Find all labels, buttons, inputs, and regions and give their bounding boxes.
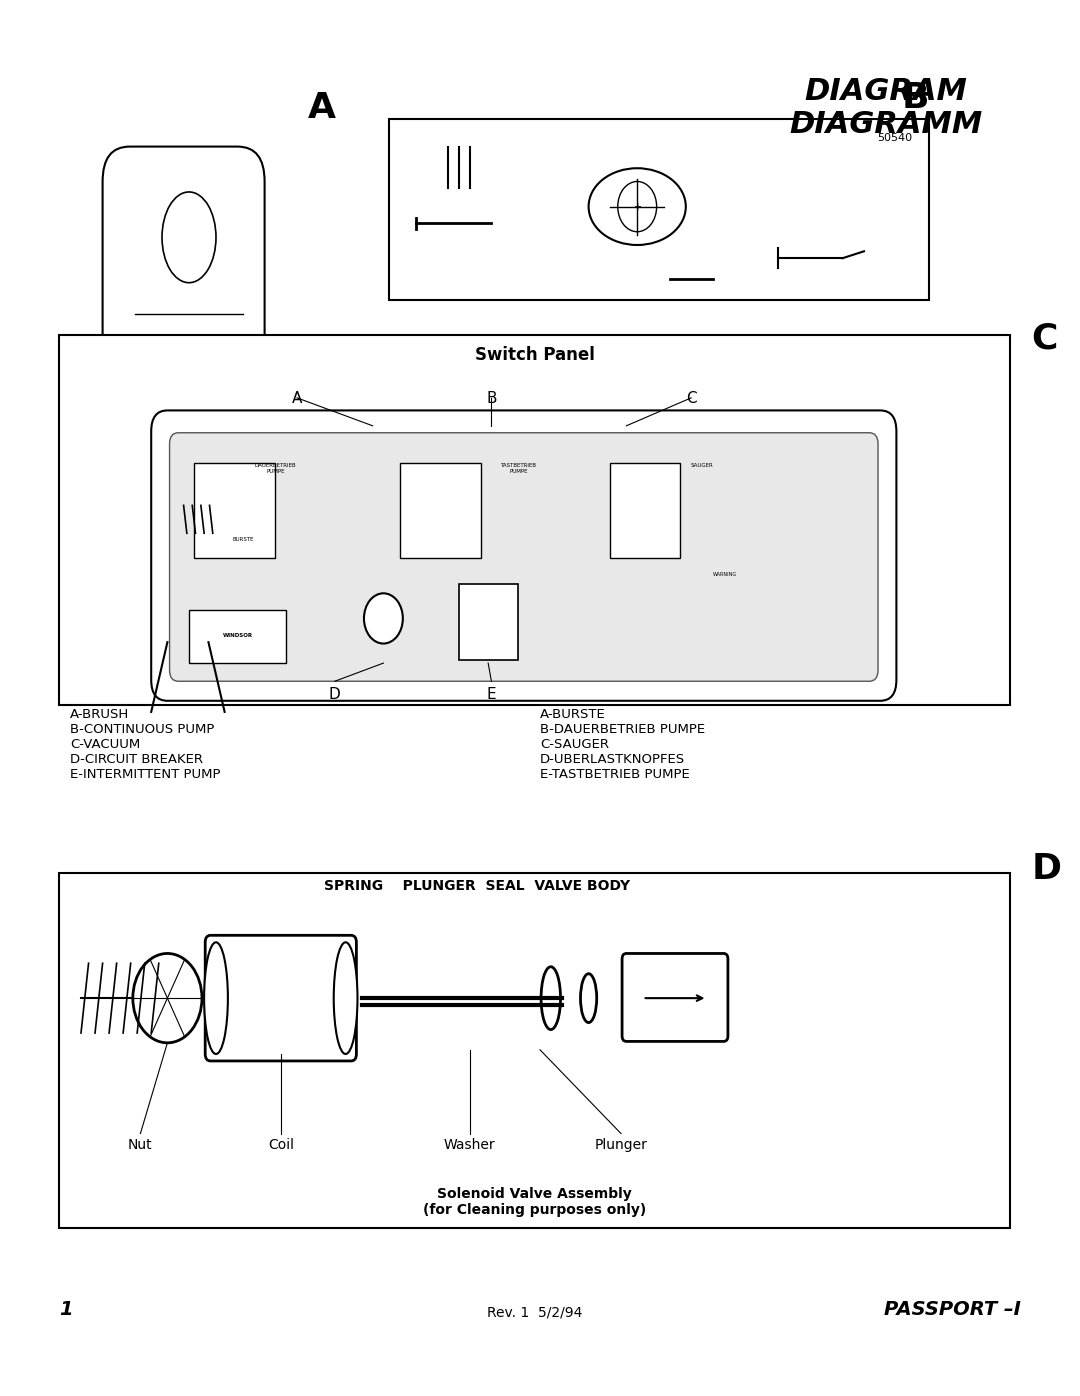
Text: Solenoid Valve Assembly
(for Cleaning purposes only): Solenoid Valve Assembly (for Cleaning pu…: [423, 1187, 646, 1217]
Text: A-BRUSH
B-CONTINUOUS PUMP
C-VACUUM
D-CIRCUIT BREAKER
E-INTERMITTENT PUMP: A-BRUSH B-CONTINUOUS PUMP C-VACUUM D-CIR…: [70, 708, 220, 780]
Text: DAUERBETRIEB
PUMPE: DAUERBETRIEB PUMPE: [255, 463, 296, 475]
Text: C: C: [1031, 321, 1057, 355]
Text: A: A: [292, 391, 302, 406]
FancyBboxPatch shape: [205, 935, 356, 1061]
Text: B: B: [902, 81, 929, 114]
FancyBboxPatch shape: [151, 410, 896, 701]
Ellipse shape: [164, 342, 214, 398]
FancyBboxPatch shape: [170, 433, 878, 681]
Text: SPRING    PLUNGER  SEAL  VALVE BODY: SPRING PLUNGER SEAL VALVE BODY: [324, 879, 630, 893]
Ellipse shape: [334, 942, 357, 1054]
FancyBboxPatch shape: [59, 335, 1010, 705]
Text: WINDSOR: WINDSOR: [222, 632, 253, 638]
Text: PASSPORT –I: PASSPORT –I: [883, 1300, 1021, 1319]
Text: D: D: [329, 687, 340, 702]
Text: BURSTE: BURSTE: [232, 537, 254, 543]
Text: Washer: Washer: [444, 1138, 496, 1152]
Bar: [459, 584, 518, 660]
Text: 1: 1: [59, 1300, 73, 1319]
Text: TASTBETRIEB
PUMPE: TASTBETRIEB PUMPE: [500, 463, 537, 475]
Text: +: +: [633, 201, 642, 212]
Circle shape: [618, 181, 657, 232]
Text: E: E: [487, 687, 496, 702]
Bar: [610, 463, 680, 558]
Circle shape: [133, 953, 202, 1043]
Text: D: D: [1031, 852, 1062, 885]
FancyBboxPatch shape: [59, 872, 1010, 1228]
Text: A: A: [308, 91, 336, 124]
Bar: [400, 463, 481, 558]
Text: DIAGRAM
DIAGRAMM: DIAGRAM DIAGRAMM: [789, 77, 982, 140]
Ellipse shape: [541, 966, 561, 1030]
Text: SAUGER: SAUGER: [690, 463, 714, 469]
Text: C: C: [686, 391, 697, 406]
Text: Switch Panel: Switch Panel: [475, 346, 594, 364]
Text: WARNING: WARNING: [713, 572, 737, 578]
Ellipse shape: [162, 193, 216, 282]
Ellipse shape: [204, 942, 228, 1054]
Bar: [189, 610, 286, 663]
FancyBboxPatch shape: [622, 953, 728, 1041]
FancyBboxPatch shape: [389, 119, 929, 300]
Text: 50540: 50540: [877, 133, 913, 142]
Circle shape: [364, 593, 403, 644]
Text: Coil: Coil: [268, 1138, 294, 1152]
Text: Nut: Nut: [129, 1138, 152, 1152]
FancyBboxPatch shape: [103, 147, 265, 496]
Text: A-BURSTE
B-DAUERBETRIEB PUMPE
C-SAUGER
D-UBERLASTKNOPFES
E-TASTBETRIEB PUMPE: A-BURSTE B-DAUERBETRIEB PUMPE C-SAUGER D…: [540, 708, 705, 780]
Bar: [194, 463, 275, 558]
Text: Rev. 1  5/2/94: Rev. 1 5/2/94: [487, 1305, 582, 1319]
Text: B: B: [486, 391, 497, 406]
Ellipse shape: [581, 974, 597, 1022]
FancyBboxPatch shape: [162, 454, 214, 649]
Text: Plunger: Plunger: [595, 1138, 647, 1152]
Ellipse shape: [589, 168, 686, 246]
